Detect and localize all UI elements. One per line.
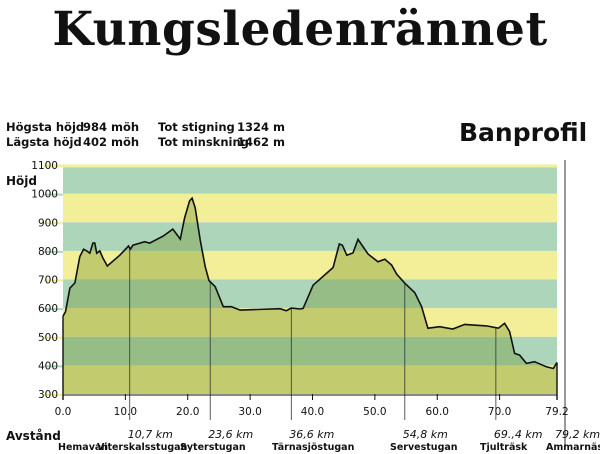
x-tick-label: 20.0 [176, 406, 199, 418]
station-name: Syterstugan [180, 442, 246, 453]
station-name: Tjulträsk [480, 442, 528, 453]
station-km: 54,8 km [403, 428, 448, 441]
lowest-label: Lägsta höjd [6, 135, 82, 149]
fill-band-400 [63, 336, 557, 366]
profile-line [62, 196, 558, 370]
y-tick-label: 600 [38, 303, 58, 315]
station-km: 10,7 km [128, 428, 173, 441]
x-tick-label: 79.2 [545, 406, 568, 418]
highest-value: 984 möh [83, 120, 140, 134]
band-1000 [63, 165, 557, 194]
station-name: Viterskalsstugan [97, 442, 188, 453]
ascent-label: Tot stigning [158, 120, 235, 134]
y-tick-label: 400 [38, 360, 58, 372]
ascent-value: 1324 m [237, 120, 285, 134]
x-tick-label: 0.0 [55, 406, 72, 418]
station-km: 23,6 km [208, 428, 253, 441]
station-name: Ammarnäs [546, 442, 600, 453]
station-name: Servestugan [390, 442, 458, 453]
y-tick-label: 900 [38, 217, 58, 229]
x-tick-label: 70.0 [488, 406, 511, 418]
station-km: 36,6 km [289, 428, 334, 441]
station-name: Hemavan [58, 442, 108, 453]
station-km: 69.,4 km [494, 428, 543, 441]
x-axis-label: Avstånd [6, 429, 61, 443]
chart-heading: Banprofil [459, 118, 588, 147]
y-tick-label: 1100 [31, 160, 58, 172]
y-tick-label: 500 [38, 332, 58, 344]
lowest-value: 402 möh [83, 135, 140, 149]
y-tick-label: 300 [38, 389, 58, 401]
x-tick-label: 10.0 [114, 406, 137, 418]
y-tick-label: 1000 [31, 189, 58, 201]
descent-value: 1462 m [237, 135, 285, 149]
y-tick-label: 700 [38, 275, 58, 287]
station-km: 79,2 km [555, 428, 600, 441]
page-title: Kungsledenrännet [52, 2, 548, 57]
x-tick-label: 50.0 [363, 406, 386, 418]
station-name: Tärnasjöstugan [272, 442, 355, 453]
y-tick-label: 800 [38, 246, 58, 258]
y-axis-label: Höjd [6, 174, 37, 188]
x-tick-label: 30.0 [238, 406, 261, 418]
highest-label: Högsta höjd [6, 120, 85, 134]
x-tick-label: 40.0 [301, 406, 324, 418]
band-900 [63, 193, 557, 223]
fill-band-300 [63, 365, 557, 394]
descent-label: Tot minskning [158, 135, 249, 149]
x-tick-label: 60.0 [426, 406, 449, 418]
